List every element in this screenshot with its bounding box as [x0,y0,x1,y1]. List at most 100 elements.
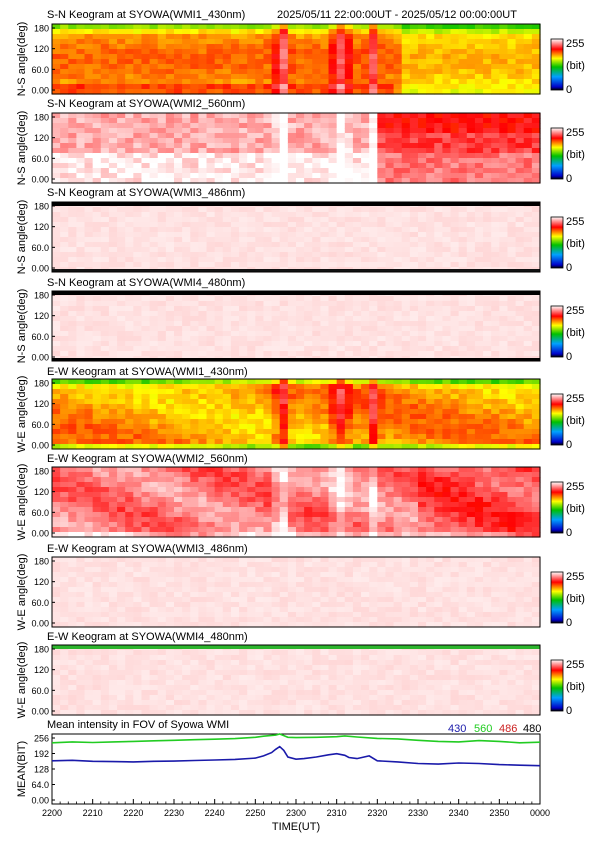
heatmap-cell [141,507,151,513]
heatmap-cell [434,138,443,144]
heatmap-cell [198,487,208,493]
heatmap-cell [141,163,151,169]
heatmap-cell [442,399,452,405]
heatmap-cell [287,128,297,134]
heatmap-cell [393,84,403,90]
heatmap-cell [523,79,533,85]
heatmap-cell [287,54,297,60]
heatmap-cell [165,163,175,169]
heatmap-cell [157,34,167,40]
heatmap-cell [450,59,460,65]
heatmap-cell [304,331,313,337]
heatmap-cell [312,178,321,184]
heatmap-cell [214,472,224,478]
heatmap-cell [125,414,134,420]
heatmap-cell [247,404,256,410]
heatmap-cell [100,404,110,410]
heatmap-cell [165,296,175,302]
heatmap-cell [344,527,354,533]
heatmap-cell [296,227,305,233]
heatmap-cell [352,482,362,488]
heatmap-cell [247,257,256,263]
heatmap-cell [222,69,232,75]
heatmap-cell [157,389,167,395]
heatmap-cell [328,351,338,357]
heatmap-cell [401,502,411,508]
heatmap-cell [361,472,370,478]
heatmap-cell [84,301,94,307]
heatmap-cell [409,153,419,159]
heatmap-cell [499,419,509,425]
heatmap-cell [474,39,484,45]
heatmap-cell [361,212,370,218]
heatmap-cell [531,316,541,322]
heatmap-cell [434,133,443,139]
heatmap-cell [157,128,167,134]
heatmap-cell [312,439,321,445]
heatmap-cell [507,379,517,385]
heatmap-cell [263,434,273,440]
heatmap-cell [434,331,443,337]
heatmap-cell [296,113,305,119]
heatmap-cell [182,512,191,518]
heatmap-cell [271,153,281,159]
heatmap-cell [190,424,199,430]
heatmap-cell [393,316,403,322]
heatmap-cell [239,497,248,503]
heatmap-cell [328,472,338,478]
heatmap-cell [279,502,289,508]
heatmap-cell [304,316,313,322]
heatmap-cell [287,487,297,493]
heatmap-cell [361,517,370,523]
heatmap-cell [52,384,61,390]
panel-title: S-N Keogram at SYOWA(WMI4_480nm) [47,277,245,289]
heatmap-cell [84,487,94,493]
heatmap-cell [507,384,517,390]
heatmap-cell [190,434,199,440]
heatmap-cell [499,64,509,70]
heatmap-cell [344,128,354,134]
heatmap-cell [68,477,77,483]
heatmap-cell [52,507,61,513]
heatmap-cell [336,439,346,445]
heatmap-cell [92,331,102,337]
heatmap-cell [401,123,411,129]
heatmap-cell [491,54,500,60]
heatmap-cell [515,252,525,258]
heatmap-cell [198,492,208,498]
heatmap-cell [483,89,492,95]
heatmap-cell [60,424,69,430]
heatmap-cell [523,351,533,357]
heatmap-cell [174,444,183,450]
heatmap-cell [377,394,387,400]
heatmap-cell [84,59,94,65]
heatmap-cell [320,351,330,357]
heatmap-cell [499,118,509,124]
heatmap-cell [304,306,313,312]
heatmap-cell [125,217,134,223]
heatmap-cell [60,331,69,337]
heatmap-cell [328,59,338,65]
heatmap-cell [60,242,69,248]
heatmap-cell [336,527,346,533]
heatmap-cell [369,163,378,169]
heatmap-cell [352,306,362,312]
heatmap-cell [385,44,395,50]
heatmap-cell [523,34,533,40]
heatmap-cell [393,379,403,385]
heatmap-cell [198,424,208,430]
heatmap-cell [336,222,346,228]
heatmap-cell [279,24,289,30]
heatmap-cell [279,527,289,533]
heatmap-cell [483,419,492,425]
heatmap-cell [149,153,159,159]
heatmap-cell [239,173,248,179]
heatmap-cell [190,399,199,405]
heatmap-cell [247,34,256,40]
heatmap-cell [385,128,395,134]
heatmap-cell [165,301,175,307]
heatmap-cell [214,257,224,263]
heatmap-cell [165,522,175,528]
heatmap-cell [393,148,403,154]
heatmap-cell [361,173,370,179]
